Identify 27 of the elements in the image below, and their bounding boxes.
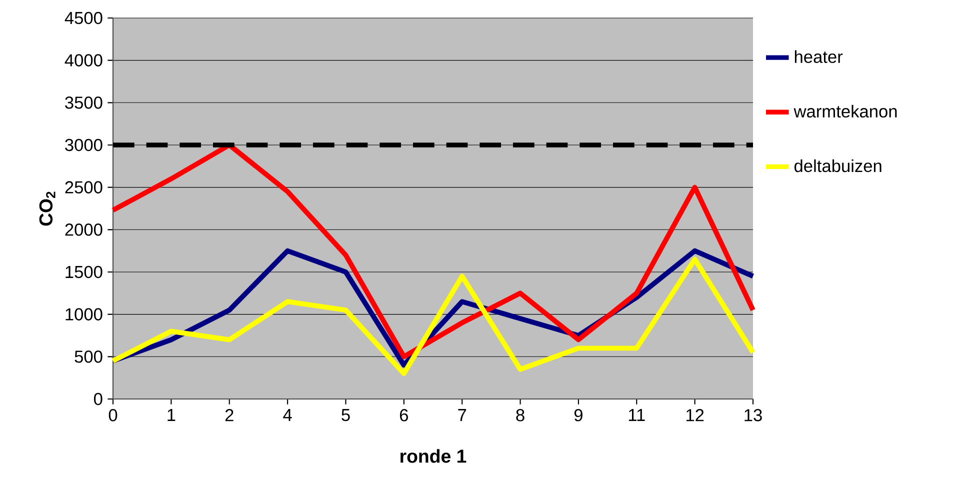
- x-tick-label: 12: [686, 409, 704, 422]
- y-axis-title: CO$_{2}$: [39, 192, 56, 226]
- x-tick-label: 9: [574, 409, 582, 422]
- legend-label: warmtekanon: [794, 104, 897, 118]
- y-tick-label: 4500: [64, 12, 102, 24]
- legend-label: heater: [794, 50, 843, 63]
- legend-label: deltabuizen: [794, 159, 882, 172]
- y-tick-label: 500: [74, 350, 102, 363]
- x-tick-label: 7: [458, 409, 466, 421]
- x-tick-label: 8: [516, 409, 524, 422]
- y-tick-label: 2000: [65, 224, 102, 236]
- x-tick-label: 0: [108, 409, 118, 422]
- y-tick-label: 2500: [65, 181, 102, 194]
- x-tick-label: 1: [168, 409, 176, 421]
- x-tick-label: 4: [283, 409, 292, 421]
- y-tick-label: 0: [94, 392, 102, 406]
- y-tick-label: 3500: [65, 96, 102, 109]
- y-tick-label: 3000: [65, 138, 102, 152]
- x-tick-label: 11: [628, 409, 645, 421]
- x-tick-label: 6: [400, 409, 408, 422]
- x-tick-label: 13: [744, 409, 762, 422]
- x-tick-label: 2: [225, 409, 234, 422]
- x-axis-title: ronde 1: [400, 449, 466, 463]
- x-tick-label: 5: [342, 409, 350, 422]
- y-tick-label: 1500: [66, 266, 102, 278]
- y-tick-label: 1000: [66, 308, 102, 320]
- y-tick-label: 4000: [64, 54, 102, 66]
